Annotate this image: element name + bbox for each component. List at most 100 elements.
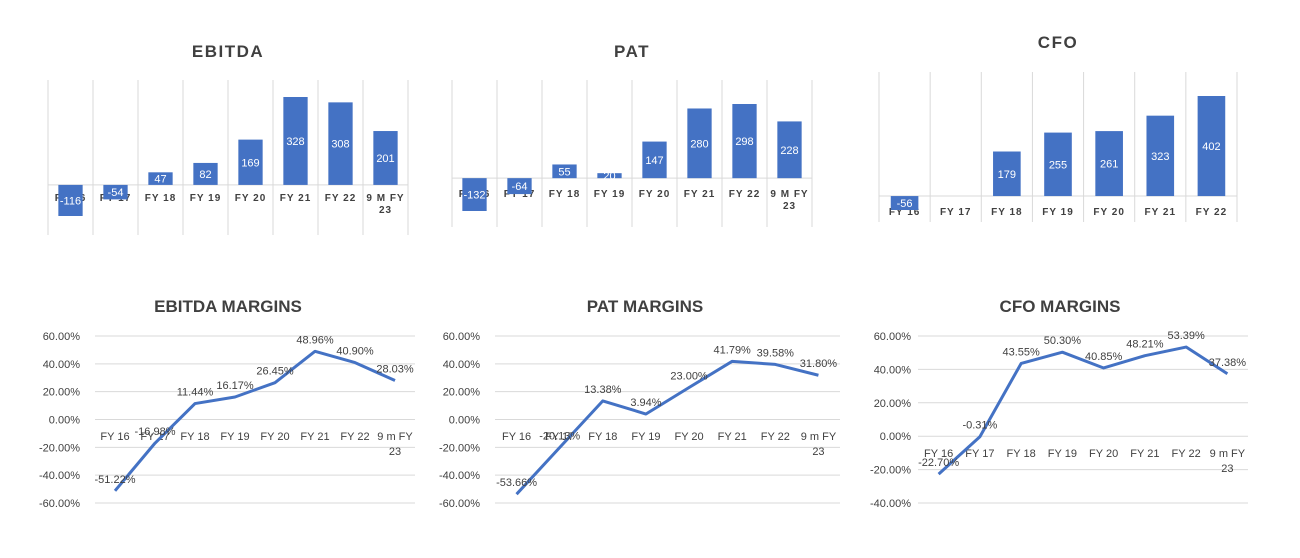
data-label: -132	[463, 190, 485, 202]
data-label: 47	[154, 174, 166, 186]
category-label: 9 M FY	[770, 189, 808, 200]
data-label: 328	[286, 136, 304, 148]
cfo-title: CFO	[1038, 33, 1078, 52]
category-label: FY 19	[594, 189, 626, 200]
data-label: 20	[603, 171, 615, 183]
category-label: FY 22	[729, 189, 761, 200]
category-label: FY 16	[924, 448, 953, 460]
cfo-margins-line-chart: CFO MARGINS 60.00% 40.00% 20.00% 0.00% -20.00…	[870, 297, 1248, 510]
bar	[993, 151, 1021, 197]
category-label: 9 m FY	[801, 431, 837, 443]
pat-margins-line-chart: PAT MARGINS 60.00% 40.00% 20.00% 0.00% -20.00…	[439, 297, 840, 510]
data-label: 40.85%	[1085, 351, 1123, 363]
category-label: FY 21	[684, 189, 716, 200]
data-label: 402	[1202, 141, 1220, 153]
category-label: FY 20	[1089, 448, 1118, 460]
data-label: 31.80%	[800, 358, 838, 370]
series-line	[937, 345, 1229, 476]
data-label: 28.03%	[376, 363, 414, 375]
bar	[328, 102, 353, 185]
data-label: 13.38%	[584, 384, 622, 396]
category-label: 9 m FY	[1210, 448, 1246, 460]
bar	[552, 164, 577, 179]
data-label: -16.98%	[135, 426, 176, 438]
data-label: 26.45%	[256, 366, 294, 378]
data-label: 308	[331, 139, 349, 151]
bar	[1044, 132, 1072, 197]
y-tick-label: 20.00%	[874, 398, 912, 410]
y-tick-label: -20.00%	[39, 442, 80, 454]
data-label: 50.30%	[1044, 335, 1082, 347]
category-label: FY 22	[1196, 207, 1228, 218]
data-label: 48.21%	[1126, 339, 1164, 351]
cfo-margins-title: CFO MARGINS	[1000, 297, 1121, 316]
category-label: FY 20	[674, 431, 703, 443]
bar	[373, 131, 398, 185]
category-label: FY 20	[639, 189, 671, 200]
data-label: 48.96%	[296, 334, 334, 346]
category-label: FY 22	[325, 193, 357, 204]
category-label: FY 21	[1130, 448, 1159, 460]
data-label: -64	[512, 181, 528, 193]
data-label: -54	[108, 187, 124, 199]
y-tick-label: 60.00%	[874, 331, 912, 343]
bar	[103, 184, 128, 200]
bar	[148, 172, 173, 185]
category-label: 23	[379, 205, 392, 216]
category-label: FY 21	[718, 431, 747, 443]
y-tick-label: -60.00%	[439, 498, 480, 510]
data-label: -22.70%	[918, 457, 959, 469]
bar	[238, 139, 263, 185]
data-label: 3.94%	[630, 397, 661, 409]
ebitda-margins-title: EBITDA MARGINS	[154, 297, 302, 316]
data-label: 201	[376, 153, 394, 165]
y-tick-label: 0.00%	[49, 415, 80, 427]
data-label: 255	[1049, 159, 1067, 171]
data-label: -53.66%	[496, 477, 537, 489]
data-label: 261	[1100, 159, 1118, 171]
y-tick-label: -20.00%	[439, 442, 480, 454]
category-label: FY 22	[761, 431, 790, 443]
bar	[597, 173, 622, 179]
category-label: FY 19	[220, 431, 249, 443]
data-label: 37.38%	[1209, 357, 1247, 369]
category-label: FY 18	[588, 431, 617, 443]
data-label: 23.00%	[670, 370, 708, 382]
ebitda-margins-line-chart: EBITDA MARGINS 60.00% 40.00% 20.00% 0.00% -20…	[39, 297, 415, 510]
data-label: -0.31%	[962, 420, 997, 432]
category-label: FY 18	[549, 189, 581, 200]
data-label: 16.17%	[216, 380, 254, 392]
y-tick-label: 0.00%	[449, 415, 480, 427]
bar	[462, 178, 487, 211]
y-tick-label: 60.00%	[43, 331, 81, 343]
data-label: 323	[1151, 151, 1169, 163]
category-label: FY 22	[340, 431, 369, 443]
category-label: FY 17	[965, 448, 994, 460]
y-tick-label: -60.00%	[39, 498, 80, 510]
data-label: 55	[558, 166, 570, 178]
y-tick-label: 0.00%	[880, 431, 911, 443]
category-label: FY 20	[1093, 207, 1125, 218]
data-label: 228	[780, 145, 798, 157]
data-label: -56	[897, 198, 913, 210]
y-tick-label: -40.00%	[39, 470, 80, 482]
y-tick-label: 40.00%	[43, 359, 81, 371]
data-label: -51.22%	[95, 474, 136, 486]
data-label: 40.90%	[336, 346, 374, 358]
category-label: FY 16	[502, 431, 531, 443]
category-label: FY 17	[504, 189, 536, 200]
category-label: FY 20	[260, 431, 289, 443]
bar	[1197, 96, 1226, 197]
category-label: FY 21	[280, 193, 312, 204]
category-label: 9 M FY	[366, 193, 404, 204]
category-label: FY 21	[300, 431, 329, 443]
data-label: 53.39%	[1167, 330, 1205, 342]
category-label: FY 22	[1172, 448, 1201, 460]
bar	[687, 108, 712, 179]
y-tick-label: 20.00%	[443, 387, 481, 399]
data-label: 298	[735, 136, 753, 148]
category-label: FY 18	[1007, 448, 1036, 460]
y-tick-label: 40.00%	[443, 359, 481, 371]
